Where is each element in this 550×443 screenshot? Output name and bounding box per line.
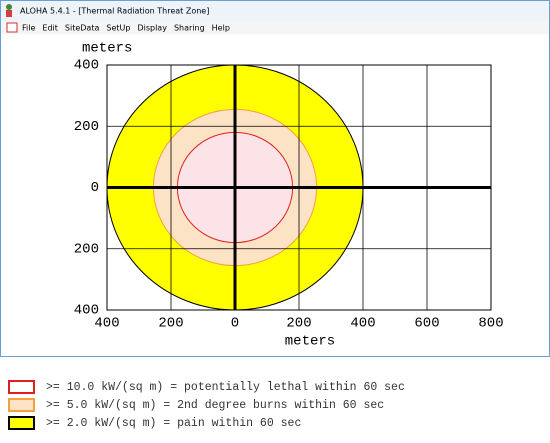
window-title: ALOHA 5.4.1 - [Thermal Radiation Threat … — [20, 7, 209, 16]
legend-swatch — [8, 416, 35, 430]
y-tick-label: 200 — [74, 241, 99, 257]
y-axis-label: meters — [82, 41, 132, 57]
menu-item[interactable]: Display — [137, 24, 167, 33]
y-tick-label: 0 — [91, 180, 99, 196]
x-axis-label: meters — [285, 334, 335, 350]
menu-item[interactable]: Sharing — [174, 24, 205, 33]
y-tick-label: 200 — [74, 119, 99, 135]
menu: File Edit SiteData SetUp Display Sharing Help — [22, 24, 230, 33]
menu-item[interactable]: SetUp — [106, 24, 130, 33]
y-tick-label: 400 — [74, 303, 99, 319]
menu-item[interactable]: File — [22, 24, 35, 33]
doc-icon[interactable] — [6, 22, 18, 33]
x-tick-label: 0 — [231, 316, 239, 332]
legend-label: >= 10.0 kW/(sq m) = potentially lethal w… — [46, 381, 405, 394]
plot-frame — [106, 64, 492, 311]
menu-item[interactable]: Help — [212, 24, 230, 33]
menu-item[interactable]: Edit — [42, 24, 58, 33]
legend-label: >= 5.0 kW/(sq m) = 2nd degree burns with… — [46, 399, 384, 412]
app-icon — [6, 4, 12, 10]
x-tick-label: 200 — [158, 316, 183, 332]
x-tick-label: 600 — [414, 316, 439, 332]
menu-bar — [1, 21, 549, 34]
title-bar — [1, 1, 549, 21]
x-tick-label: 400 — [94, 316, 119, 332]
legend-swatch — [8, 380, 35, 394]
x-tick-label: 800 — [478, 316, 503, 332]
plot: 400 200 0 200 400 600 8004002000200400metersme… — [74, 41, 504, 350]
x-tick-label: 400 — [350, 316, 375, 332]
x-tick-label: 200 — [286, 316, 311, 332]
menu-item[interactable]: SiteData — [65, 24, 100, 33]
legend-label: >= 2.0 kW/(sq m) = pain within 60 sec — [46, 417, 301, 430]
app-icon-body — [6, 10, 12, 17]
legend-swatch — [8, 398, 35, 412]
legend: >= 10.0 kW/(sq m) = potentially lethal w… — [8, 380, 405, 430]
y-tick-label: 400 — [74, 58, 99, 74]
